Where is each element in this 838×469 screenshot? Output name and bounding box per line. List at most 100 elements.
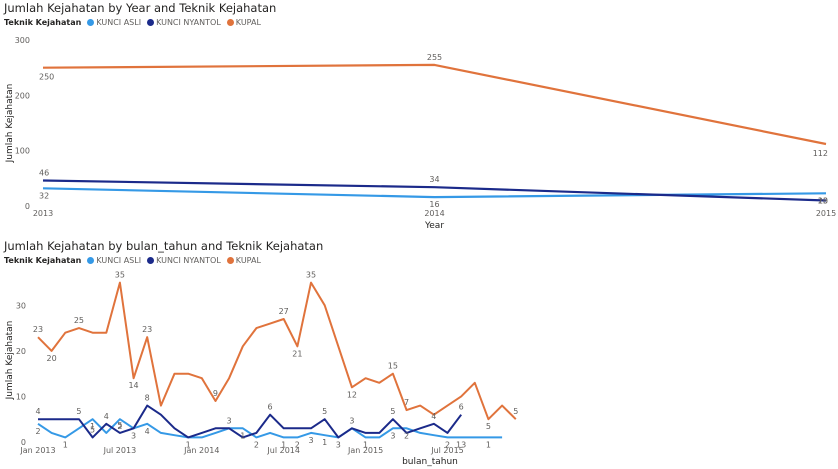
x-tick-label: Jul 2013 xyxy=(103,446,137,455)
x-tick-label: Jan 2013 xyxy=(19,446,55,455)
data-label: 3 xyxy=(390,431,395,440)
data-label: 16 xyxy=(429,200,439,209)
data-label: 12 xyxy=(347,390,357,399)
y-tick-label: 0 xyxy=(21,438,26,447)
legend-label: KUNCI ASLI xyxy=(96,256,142,265)
data-label: 5 xyxy=(76,407,81,416)
legend-item-kunci-nyantol[interactable]: KUNCI NYANTOL xyxy=(147,256,221,265)
series-line-kupal xyxy=(42,63,827,146)
data-label: 6 xyxy=(268,403,273,412)
data-label: 7 xyxy=(404,398,409,407)
data-label: 2 xyxy=(445,440,450,449)
data-label: 2 xyxy=(35,427,40,436)
y-axis-title: Jumlah Kejahatan xyxy=(5,321,15,401)
data-label: 13 xyxy=(456,440,466,449)
data-label: 3 xyxy=(227,416,232,425)
y-tick-label: 300 xyxy=(15,36,30,45)
legend-item-kunci-asli[interactable]: KUNCI ASLI xyxy=(87,256,141,265)
data-label: 5 xyxy=(513,407,518,416)
data-label: 35 xyxy=(115,271,125,280)
data-label: 4 xyxy=(35,407,40,416)
data-label: 9 xyxy=(213,389,218,398)
y-tick-label: 100 xyxy=(15,147,30,156)
data-label: 5 xyxy=(390,407,395,416)
legend-label: KUPAL xyxy=(235,256,261,265)
series-line-kunci-nyantol xyxy=(42,179,827,202)
y-tick-label: 20 xyxy=(16,347,26,356)
data-label: 1 xyxy=(363,440,368,449)
data-label: 34 xyxy=(429,175,439,184)
legend-title: Teknik Kejahatan xyxy=(4,256,82,265)
data-label: 1 xyxy=(186,440,191,449)
data-label: 1 xyxy=(486,440,491,449)
data-label: 2 xyxy=(295,440,300,449)
data-label: 4 xyxy=(104,412,109,421)
data-label: 20 xyxy=(47,354,57,363)
chart-legend: Teknik Kejahatan KUNCI ASLI KUNCI NYANTOL… xyxy=(4,18,267,27)
legend-marker xyxy=(147,257,155,264)
x-axis-title: Year xyxy=(424,221,444,231)
legend-marker xyxy=(87,257,95,264)
x-axis-title: bulan_tahun xyxy=(402,457,458,467)
x-tick-label: Jan 2015 xyxy=(347,446,383,455)
chart-title: Jumlah Kejahatan by Year and Teknik Keja… xyxy=(4,1,277,15)
data-label: 1 xyxy=(322,438,327,447)
series-line-kunci-nyantol xyxy=(38,404,462,439)
data-label: 6 xyxy=(459,403,464,412)
legend-label: KUNCI NYANTOL xyxy=(156,256,221,265)
data-label: 3 xyxy=(349,416,354,425)
data-label: 1 xyxy=(63,440,68,449)
yearly-chart: Jumlah Kejahatan by Year and Teknik Keja… xyxy=(4,1,836,231)
x-tick-label: Jan 2014 xyxy=(183,446,219,455)
monthly-plot: 0 10 20 30 Jan 2013 Jul 2013 Jan 2014 Jul 2014 J… xyxy=(5,271,518,467)
chart-legend: Teknik Kejahatan KUNCI ASLI KUNCI NYANTOL… xyxy=(4,256,267,265)
y-tick-label: 10 xyxy=(16,392,26,401)
y-tick-label: 200 xyxy=(15,91,30,100)
data-label: 5 xyxy=(117,421,122,430)
data-label: 112 xyxy=(813,149,828,158)
x-tick-label: Jul 2014 xyxy=(266,446,300,455)
legend-label: KUNCI NYANTOL xyxy=(156,18,221,27)
data-label: 1 xyxy=(281,440,286,449)
data-label: 35 xyxy=(306,271,316,280)
data-label: 23 xyxy=(33,325,43,334)
data-label: 1 xyxy=(90,422,95,431)
data-label: 1 xyxy=(240,431,245,440)
data-label: 3 xyxy=(336,440,341,449)
data-label: 21 xyxy=(292,349,302,358)
data-label: 23 xyxy=(142,325,152,334)
data-label: 4 xyxy=(431,412,436,421)
x-tick-label: 2015 xyxy=(816,209,836,218)
legend-marker xyxy=(147,19,155,26)
y-axis-title: Jumlah Kejahatan xyxy=(5,84,15,164)
x-tick-label: 2013 xyxy=(33,209,53,218)
data-label: 255 xyxy=(427,53,442,62)
data-label: 8 xyxy=(145,394,150,403)
y-tick-label: 0 xyxy=(25,202,30,211)
legend-label: KUPAL xyxy=(235,18,261,27)
data-label: 2 xyxy=(404,431,409,440)
legend-item-kunci-asli[interactable]: KUNCI ASLI xyxy=(87,18,141,27)
legend-label: KUNCI ASLI xyxy=(96,18,142,27)
chart-title: Jumlah Kejahatan by bulan_tahun and Tekn… xyxy=(4,239,324,253)
legend-marker xyxy=(226,257,234,264)
x-tick-label: 2014 xyxy=(424,209,444,218)
legend-item-kupal[interactable]: KUPAL xyxy=(226,18,261,27)
data-label: 4 xyxy=(145,427,150,436)
data-label: 25 xyxy=(74,316,84,325)
series-line-kunci-asli xyxy=(37,418,503,439)
monthly-chart: Jumlah Kejahatan by bulan_tahun and Tekn… xyxy=(0,238,838,469)
legend-item-kupal[interactable]: KUPAL xyxy=(226,256,261,265)
data-label: 2 xyxy=(117,422,122,431)
data-label: 10 xyxy=(818,196,828,205)
data-label: 23 xyxy=(818,196,828,205)
series-line-kunci-asli xyxy=(42,187,827,199)
legend-marker xyxy=(87,19,95,26)
yearly-plot: 0 100 200 300 2013 2014 2015 Year Jumlah Kejahat… xyxy=(5,36,836,231)
data-label: 3 xyxy=(308,436,313,445)
y-tick-label: 30 xyxy=(16,301,26,310)
data-label: 3 xyxy=(131,431,136,440)
data-label: 250 xyxy=(39,73,54,82)
series-line-kupal xyxy=(37,281,517,421)
legend-item-kunci-nyantol[interactable]: KUNCI NYANTOL xyxy=(147,18,221,27)
